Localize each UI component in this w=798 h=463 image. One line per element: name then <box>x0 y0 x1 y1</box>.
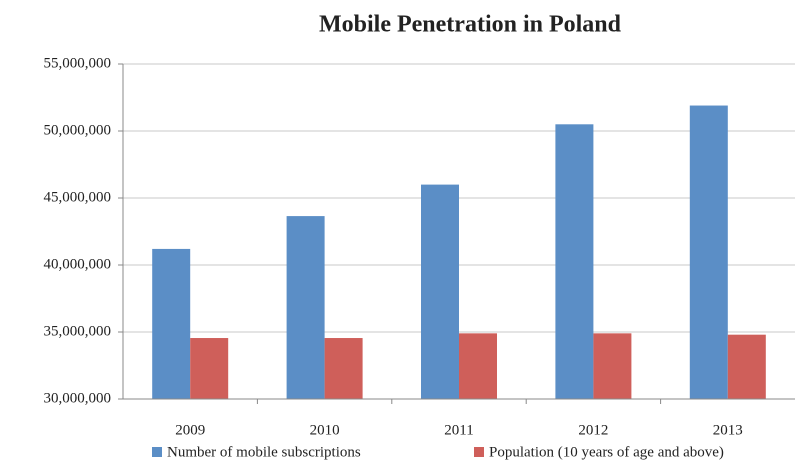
bar <box>324 338 363 399</box>
bar <box>727 334 766 399</box>
x-tick-label: 2012 <box>578 422 608 438</box>
chart-title: Mobile Penetration in Poland <box>319 12 622 38</box>
y-tick-label: 50,000,000 <box>44 122 112 138</box>
y-tick-label: 30,000,000 <box>44 390 112 406</box>
x-tick-label: 2009 <box>175 422 205 438</box>
y-tick-label: 55,000,000 <box>44 55 112 71</box>
bar <box>152 248 191 399</box>
bar <box>459 333 497 399</box>
bar <box>286 216 325 399</box>
bar <box>689 105 728 399</box>
y-tick-label: 40,000,000 <box>44 256 112 272</box>
x-tick-label: 2011 <box>444 422 473 438</box>
legend-swatch <box>152 447 162 457</box>
x-tick-label: 2010 <box>310 422 340 438</box>
bar <box>593 333 632 399</box>
y-tick-label: 35,000,000 <box>44 323 112 339</box>
legend-label: Population (10 years of age and above) <box>489 444 724 460</box>
y-tick-label: 45,000,000 <box>44 189 112 205</box>
bar <box>421 184 459 399</box>
legend-label: Number of mobile subscriptions <box>167 444 361 460</box>
x-tick-label: 2013 <box>713 422 743 438</box>
bar <box>190 338 229 399</box>
legend-swatch <box>474 447 484 457</box>
bar <box>555 124 594 400</box>
